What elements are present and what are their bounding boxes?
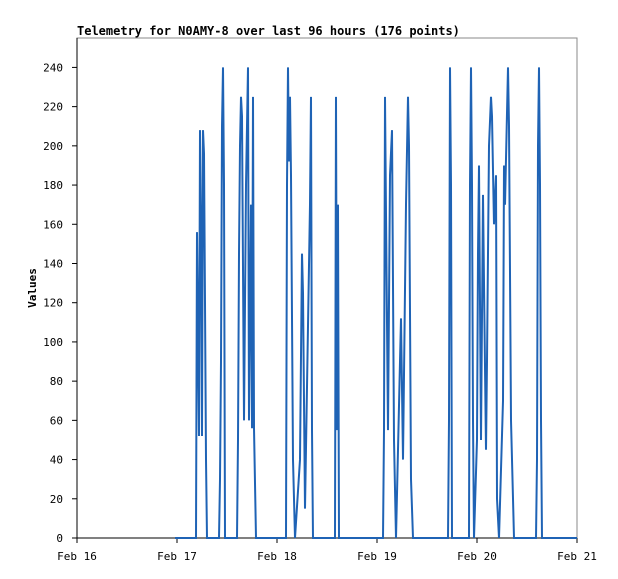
x-tick-label: Feb 18 [257, 550, 297, 563]
y-tick-label: 200 [43, 140, 63, 153]
y-tick-label: 140 [43, 257, 63, 270]
y-axis-label: Values [26, 268, 39, 308]
y-tick-label: 60 [50, 414, 63, 427]
y-tick-label: 0 [56, 532, 63, 545]
x-tick-label: Feb 16 [57, 550, 97, 563]
y-tick-label: 180 [43, 179, 63, 192]
chart-title: Telemetry for N0AMY-8 over last 96 hours… [77, 24, 460, 38]
y-tick-label: 220 [43, 101, 63, 114]
y-tick-label: 120 [43, 297, 63, 310]
y-tick-label: 40 [50, 454, 63, 467]
x-tick-label: Feb 21 [557, 550, 597, 563]
data-line [175, 67, 577, 539]
x-tick-label: Feb 20 [457, 550, 497, 563]
y-tick-label: 80 [50, 375, 63, 388]
x-tick-label: Feb 17 [157, 550, 197, 563]
y-tick-label: 240 [43, 61, 63, 74]
y-tick-label: 160 [43, 218, 63, 231]
y-tick-label: 20 [50, 493, 63, 506]
y-tick-label: 100 [43, 336, 63, 349]
x-tick-label: Feb 19 [357, 550, 397, 563]
